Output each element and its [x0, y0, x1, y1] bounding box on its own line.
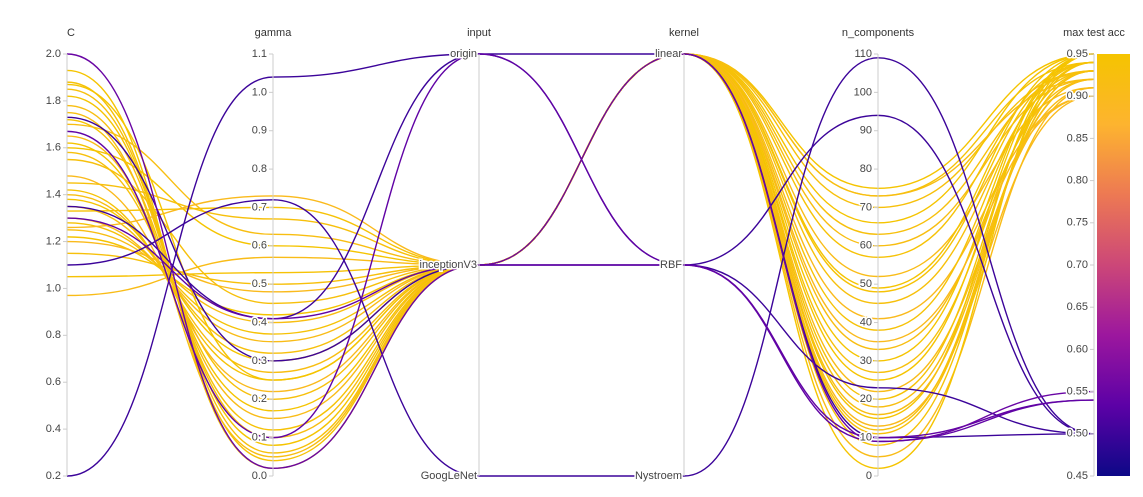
tick-label: 1.2	[46, 235, 61, 247]
data-line	[66, 53, 1095, 381]
tick-label: 0.2	[252, 393, 267, 405]
tick-label: 1.1	[252, 48, 267, 60]
axis-title: kernel	[669, 27, 699, 39]
tick-label: 0.7	[252, 201, 267, 213]
tick-label: 0.45	[1067, 470, 1088, 482]
tick-label: 70	[860, 201, 872, 213]
tick-label: 0.70	[1067, 259, 1088, 271]
tick-label: 0.50	[1067, 428, 1088, 440]
data-line	[66, 53, 1095, 420]
data-line	[66, 53, 1095, 266]
tick-label: 10	[860, 432, 872, 444]
tick-label: 0.90	[1067, 90, 1088, 102]
category-label: GoogLeNet	[421, 470, 477, 482]
data-line	[66, 53, 1095, 412]
data-line	[66, 116, 1095, 435]
tick-label: 0.5	[252, 278, 267, 290]
tick-label: 1.4	[46, 189, 61, 201]
tick-label: 0.2	[46, 470, 61, 482]
axis-title: max test acc	[1063, 27, 1125, 39]
data-line	[66, 217, 1095, 443]
tick-label: 0.95	[1067, 48, 1088, 60]
data-line	[66, 53, 1095, 293]
axis-title: input	[467, 27, 491, 39]
tick-label: 1.0	[252, 86, 267, 98]
tick-label: 1.0	[46, 282, 61, 294]
tick-label: 0.3	[252, 355, 267, 367]
data-line	[66, 53, 1095, 266]
tick-label: 90	[860, 125, 872, 137]
tick-label: 0.4	[252, 316, 267, 328]
tick-label: 0	[866, 470, 872, 482]
tick-label: 0.75	[1067, 217, 1088, 229]
tick-label: 0.55	[1067, 386, 1088, 398]
tick-label: 0.0	[252, 470, 267, 482]
tick-label: 40	[860, 316, 872, 328]
tick-label: 0.8	[46, 329, 61, 341]
tick-label: 0.8	[252, 163, 267, 175]
data-line	[66, 53, 1095, 462]
data-line	[66, 53, 1095, 427]
data-line	[66, 53, 1095, 374]
tick-label: 20	[860, 393, 872, 405]
axis-title: gamma	[255, 27, 293, 39]
tick-label: 0.80	[1067, 175, 1088, 187]
colorbar	[1097, 54, 1130, 476]
tick-label: 80	[860, 163, 872, 175]
data-line	[66, 53, 1095, 420]
tick-label: 0.4	[46, 423, 61, 435]
tick-label: 50	[860, 278, 872, 290]
data-line	[66, 53, 1095, 381]
category-label: Nystroem	[635, 470, 682, 482]
tick-label: 100	[854, 86, 872, 98]
axes: C 0.2 0.4 0.6 0.8 1.0 1.2 1.4 1.6 1.8 2.0 gamma 0.0 0…	[44, 27, 1130, 483]
tick-label: 0.65	[1067, 301, 1088, 313]
tick-label: 2.0	[46, 48, 61, 60]
tick-label: 0.85	[1067, 132, 1088, 144]
category-label: RBF	[660, 259, 682, 271]
lines	[66, 53, 1095, 477]
tick-label: 1.8	[46, 95, 61, 107]
tick-label: 0.1	[252, 432, 267, 444]
tick-label: 0.6	[46, 376, 61, 388]
category-label: origin	[450, 48, 477, 60]
tick-label: 0.9	[252, 125, 267, 137]
tick-label: 0.60	[1067, 343, 1088, 355]
axis-title: C	[67, 27, 75, 39]
data-line	[66, 53, 1095, 374]
tick-label: 1.6	[46, 142, 61, 154]
tick-label: 110	[854, 48, 872, 60]
tick-label: 60	[860, 240, 872, 252]
axis-title: n_components	[842, 27, 915, 39]
category-label: inceptionV3	[420, 259, 478, 271]
category-label: linear	[655, 48, 682, 60]
tick-label: 0.6	[252, 240, 267, 252]
tick-label: 30	[860, 355, 872, 367]
